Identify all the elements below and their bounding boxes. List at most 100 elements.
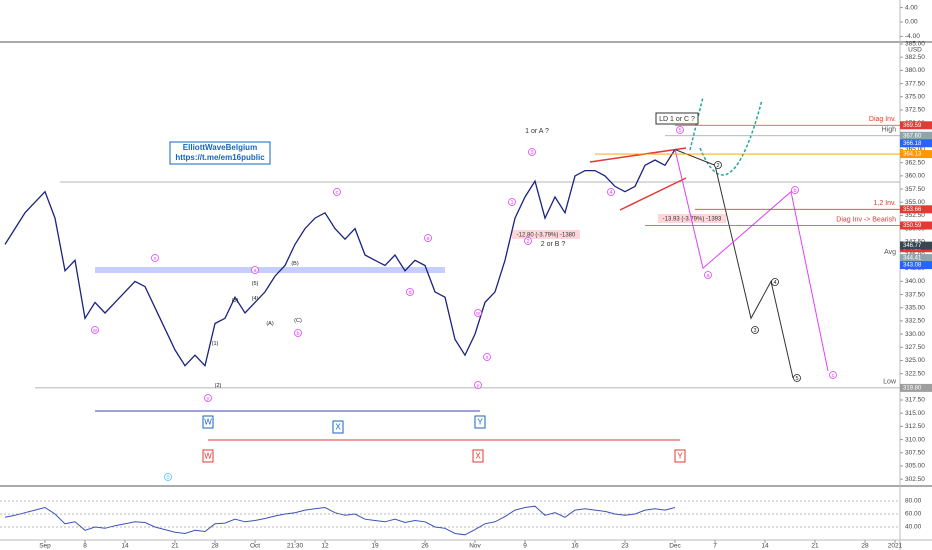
wave-label: x <box>154 256 157 262</box>
y-tick-label: 372.50 <box>905 107 925 114</box>
level-name: Diag Inv -> Bearish <box>836 216 896 223</box>
wave-marker <box>164 473 172 481</box>
wave-marker <box>406 288 414 296</box>
price-tag <box>900 241 932 250</box>
y-tick-label: 80.00 <box>905 498 922 505</box>
price-tag <box>900 139 932 148</box>
wave-marker <box>474 381 482 389</box>
y-tick-label: 357.50 <box>905 186 925 193</box>
wave-label: W <box>204 418 212 427</box>
wave-label: Y <box>677 452 683 461</box>
x-tick-label: 21:30 <box>287 543 304 550</box>
wave-label: a <box>706 273 710 279</box>
wave-marker <box>91 326 99 334</box>
trend-line <box>619 177 687 211</box>
range-band <box>95 267 445 273</box>
y-tick-label: 325.00 <box>905 357 925 364</box>
x-tick-label: Sep <box>39 543 51 550</box>
y-tick-label: 60.00 <box>905 511 922 518</box>
level-name: 1,2 Inv. <box>874 200 896 207</box>
y-tick-label: 330.00 <box>905 331 925 338</box>
wave-label: 1 <box>510 200 513 206</box>
note-box <box>658 214 726 223</box>
x-tick-label: 28 <box>861 543 869 550</box>
price-tag <box>900 261 932 270</box>
subtitle: https://t.me/em16public <box>175 153 265 162</box>
y-tick-label: 360.00 <box>905 173 925 180</box>
x-tick-label: 8 <box>83 543 87 550</box>
wave-label: (B) <box>291 261 299 267</box>
wave-label: c <box>832 373 835 379</box>
wave-marker <box>528 148 536 156</box>
wave-label: 3 <box>753 328 756 334</box>
wave-marker <box>829 371 837 379</box>
wave-marker <box>524 237 532 245</box>
y-tick-label: 312.50 <box>905 423 925 430</box>
wave-marker <box>251 266 259 274</box>
price-tag-label: 366.18 <box>903 141 922 147</box>
wave-label: d <box>408 290 411 296</box>
wave-label: 4 <box>609 190 612 196</box>
wave-label: w <box>475 311 480 317</box>
wave-label: a <box>253 268 257 274</box>
wave-marker <box>294 329 302 337</box>
y-tick-label: 317.50 <box>905 397 925 404</box>
wave-marker <box>424 234 432 242</box>
wave-label: c <box>336 190 339 196</box>
x-tick-label: 12 <box>321 543 329 550</box>
wave-box <box>474 415 486 429</box>
wave-box <box>472 449 484 463</box>
wave-marker <box>793 374 801 382</box>
y-tick-label: 382.50 <box>905 54 925 61</box>
y-tick-label: 305.00 <box>905 463 925 470</box>
projection-line <box>674 149 829 372</box>
price-tag <box>900 150 932 159</box>
price-tag-label: 344.41 <box>903 256 922 262</box>
y-tick-label: 327.50 <box>905 344 925 351</box>
wave-label: (4) <box>252 296 259 302</box>
price-tag-label: 346.77 <box>903 243 922 249</box>
wave-label: Y <box>477 418 483 427</box>
y-tick-label: 315.00 <box>905 410 925 417</box>
wave-label: (A) <box>266 321 274 327</box>
y-tick-label: 362.50 <box>905 159 925 166</box>
wave-marker <box>771 278 779 286</box>
y-tick-label: 352.50 <box>905 212 925 219</box>
price-tag-label: 367.60 <box>903 133 922 139</box>
wave-label: X <box>335 423 341 432</box>
price-tag <box>900 383 932 392</box>
level-name: High <box>882 127 897 134</box>
x-tick-label: 21 <box>171 543 179 550</box>
wave-marker <box>676 126 684 134</box>
wave-box <box>332 420 344 434</box>
y-tick-label: 332.50 <box>905 318 925 325</box>
wave-label: 2 <box>716 163 719 169</box>
x-tick-label: 7 <box>713 543 717 550</box>
x-tick-label: 16 <box>571 543 579 550</box>
wave-label: (1) <box>212 341 219 347</box>
y-tick-label: 365.00 <box>905 146 925 153</box>
wave-marker <box>791 186 799 194</box>
wave-label: 0 <box>166 475 169 481</box>
wave-label: e <box>426 236 429 242</box>
wave-marker <box>714 161 722 169</box>
x-tick-label: Nov <box>469 543 481 550</box>
wave-marker <box>151 254 159 262</box>
x-tick-label: 28 <box>211 543 219 550</box>
note: 1 or A ? <box>525 128 549 135</box>
note: 2 or B ? <box>541 241 566 248</box>
wave-label: x <box>486 355 489 361</box>
wave-label: (3) <box>232 298 239 304</box>
title: ElliottWaveBelgium <box>183 143 257 152</box>
trend-line <box>589 147 687 163</box>
wave-label: 3 <box>530 150 533 156</box>
y-tick-label: 377.50 <box>905 80 925 87</box>
y-tick-label: 40.00 <box>905 524 922 531</box>
projection-line <box>674 149 794 379</box>
wave-marker <box>704 271 712 279</box>
x-tick-label: 19 <box>371 543 379 550</box>
price-tag <box>900 221 932 230</box>
level-name: Low <box>883 379 897 386</box>
